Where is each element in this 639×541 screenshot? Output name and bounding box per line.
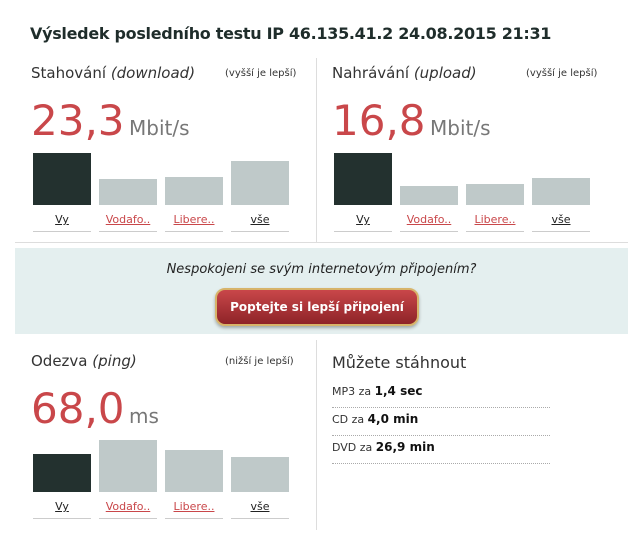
panel-label-note: (upload) (413, 64, 477, 82)
bar (165, 450, 223, 492)
panel-unit: Mbit/s (430, 116, 491, 140)
panel-hint: (vyšší je lepší) (225, 68, 297, 79)
download-item: MP3 za (332, 385, 372, 398)
bar-label[interactable]: vše (250, 500, 270, 513)
download-time: 1,4 sec (374, 384, 423, 398)
bar-underline (99, 518, 157, 519)
bar (231, 161, 289, 205)
bar-label[interactable]: Vy (55, 500, 69, 513)
panel-unit: ms (129, 404, 159, 428)
panel-label-text: Stahování (31, 64, 107, 82)
bar-label[interactable]: Vodafo.. (105, 213, 151, 226)
bar (33, 153, 91, 205)
bar-label[interactable]: Libere.. (173, 213, 215, 226)
bar-label[interactable]: Vy (356, 213, 370, 226)
bar (466, 184, 524, 205)
bar (99, 179, 157, 205)
bar-underline (231, 518, 289, 519)
bar-label[interactable]: vše (551, 213, 571, 226)
panel-value: 68,0 (31, 384, 125, 433)
bar-underline (400, 231, 458, 232)
panel-label-note: (download) (110, 64, 196, 82)
download-row: CD za 4,0 min (332, 408, 550, 436)
download-item: DVD za (332, 441, 373, 454)
bar (334, 153, 392, 205)
bar-underline (33, 231, 91, 232)
bar-label[interactable]: Libere.. (474, 213, 516, 226)
panel-hint: (vyšší je lepší) (526, 68, 598, 79)
bar (99, 440, 157, 492)
divider (316, 340, 317, 530)
bar-label[interactable]: Vy (55, 213, 69, 226)
bar (33, 453, 91, 492)
bar-underline (334, 231, 392, 232)
bar (165, 176, 223, 205)
download-time: 4,0 min (367, 412, 419, 426)
bar-underline (99, 231, 157, 232)
promo-button[interactable]: Poptejte si lepší připojení (215, 288, 419, 326)
panel-unit: Mbit/s (129, 116, 190, 140)
bar-underline (33, 518, 91, 519)
divider (316, 58, 317, 242)
panel-value: 16,8 (332, 96, 426, 145)
promo-box: Nespokojeni se svým internetovým připoje… (15, 248, 628, 334)
panel-value: 23,3 (31, 96, 125, 145)
bar-label[interactable]: Vodafo.. (105, 500, 151, 513)
bar-underline (165, 518, 223, 519)
bar (400, 186, 458, 205)
title: Výsledek posledního testu IP 46.135.41.2… (30, 24, 552, 43)
bar (532, 178, 590, 205)
download-item: CD za (332, 413, 365, 426)
panel-label-text: Nahrávání (332, 64, 410, 82)
panel-label: Stahování (download) (31, 64, 195, 82)
panel-hint: (nižší je lepší) (225, 356, 294, 367)
download-time: 26,9 min (375, 440, 435, 454)
download-row: DVD za 26,9 min (332, 436, 550, 464)
panel-label-note: (ping) (92, 352, 137, 370)
panel-label-text: Odezva (31, 352, 88, 370)
bar-label[interactable]: Libere.. (173, 500, 215, 513)
panel-label: Odezva (ping) (31, 352, 137, 370)
downloads-title: Můžete stáhnout (332, 353, 467, 372)
divider (15, 242, 628, 243)
bar-label[interactable]: Vodafo.. (406, 213, 452, 226)
promo-text: Nespokojeni se svým internetovým připoje… (166, 262, 477, 277)
bar (231, 456, 289, 492)
bar-label[interactable]: vše (250, 213, 270, 226)
bar-underline (532, 231, 590, 232)
bar-underline (165, 231, 223, 232)
bar-underline (231, 231, 289, 232)
bar-underline (466, 231, 524, 232)
panel-label: Nahrávání (upload) (332, 64, 477, 82)
download-row: MP3 za 1,4 sec (332, 380, 550, 408)
